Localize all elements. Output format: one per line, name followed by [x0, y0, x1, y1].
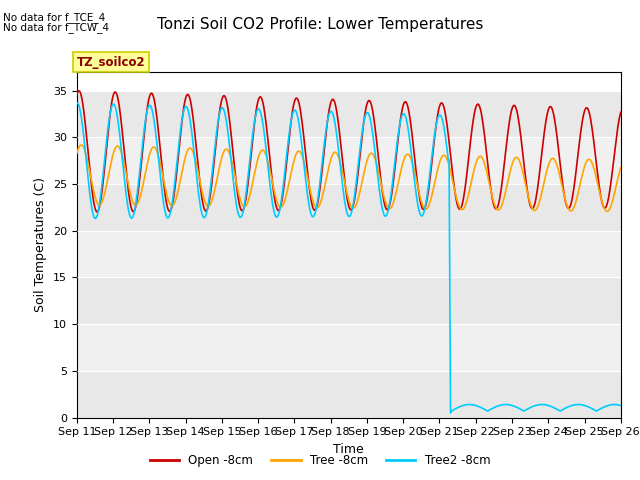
Text: No data for f_TCW_4: No data for f_TCW_4	[3, 22, 109, 33]
Bar	[77, 184, 621, 231]
Bar	[77, 371, 621, 418]
Text: No data for f_TCE_4: No data for f_TCE_4	[3, 12, 106, 23]
Bar	[77, 231, 621, 277]
X-axis label: Time: Time	[333, 443, 364, 456]
Bar	[77, 277, 621, 324]
Text: Tonzi Soil CO2 Profile: Lower Temperatures: Tonzi Soil CO2 Profile: Lower Temperatur…	[157, 17, 483, 32]
Legend: Open -8cm, Tree -8cm, Tree2 -8cm: Open -8cm, Tree -8cm, Tree2 -8cm	[145, 449, 495, 472]
Text: TZ_soilco2: TZ_soilco2	[77, 56, 145, 69]
Bar	[77, 137, 621, 184]
Bar	[77, 91, 621, 137]
Y-axis label: Soil Temperatures (C): Soil Temperatures (C)	[35, 177, 47, 312]
Bar	[77, 324, 621, 371]
